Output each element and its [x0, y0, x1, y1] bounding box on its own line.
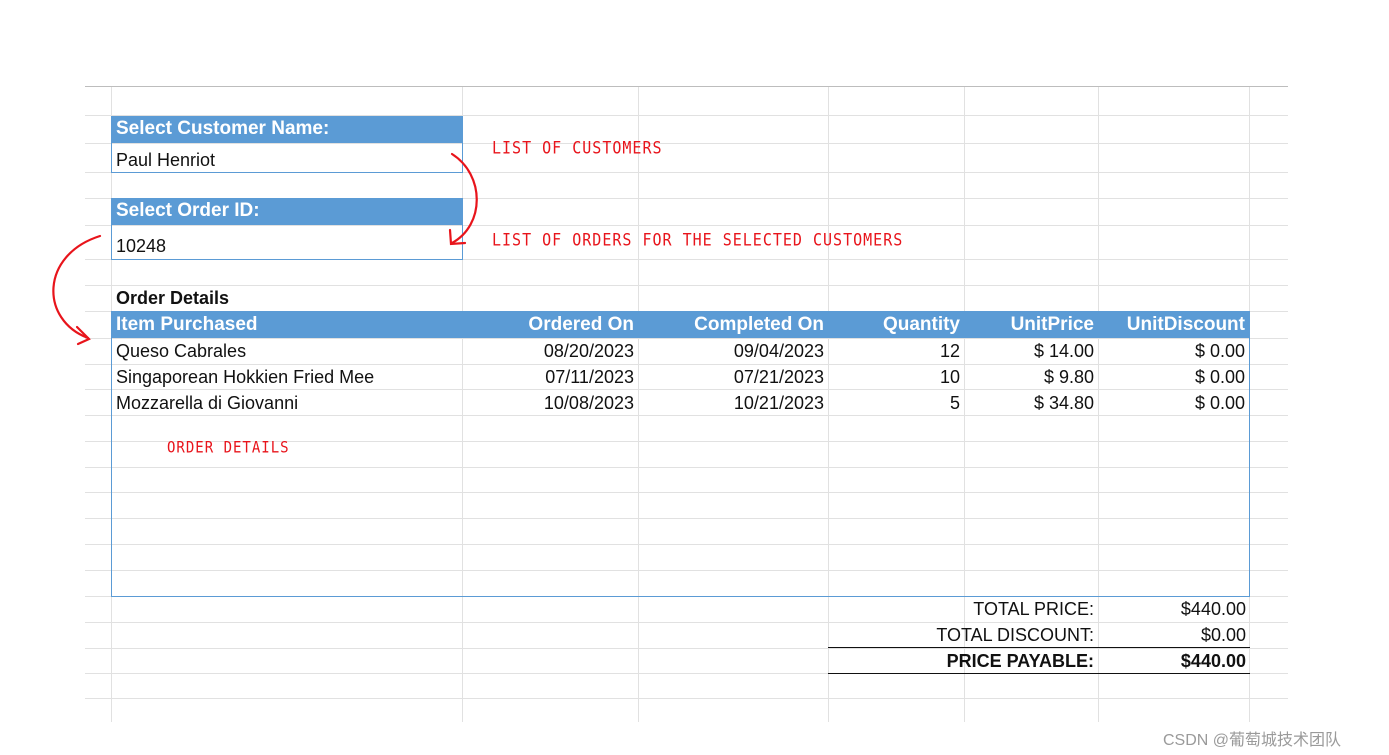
grid-row-line — [85, 172, 1288, 173]
grid-row-line — [85, 364, 1288, 365]
total-price-label: TOTAL PRICE: — [973, 599, 1094, 619]
grid-row-line — [85, 441, 1288, 442]
column-header: UnitDiscount — [1126, 314, 1245, 335]
payable-bottom-border — [828, 673, 1250, 674]
grid-row-line — [85, 115, 1288, 116]
table-cell: 5 — [949, 393, 960, 413]
table-cell: 10/21/2023 — [733, 393, 824, 413]
order-details-header — [111, 311, 1250, 338]
payable-top-border — [828, 647, 1250, 648]
table-cell: $ 0.00 — [1194, 393, 1245, 413]
table-cell: $ 0.00 — [1194, 341, 1245, 361]
curved-arrow-icon — [52, 234, 102, 340]
grid-row-line — [85, 492, 1288, 493]
grid-column-line — [1098, 86, 1099, 722]
grid-row-line — [85, 467, 1288, 468]
grid-row-line — [85, 673, 1288, 674]
customer-name-label-text: Select Customer Name: — [116, 118, 330, 139]
customer-name-box — [111, 116, 463, 173]
column-header: Ordered On — [528, 314, 634, 335]
grid-row-line — [85, 389, 1288, 390]
grid-row-line — [85, 544, 1288, 545]
customer-name-dropdown[interactable]: Paul Henriot — [116, 150, 216, 170]
price-payable-value: $440.00 — [1180, 651, 1246, 671]
column-header: Quantity — [882, 314, 960, 335]
table-cell: 08/20/2023 — [543, 341, 634, 361]
grid-row-line — [85, 518, 1288, 519]
table-cell: $ 34.80 — [1033, 393, 1094, 413]
arrowhead-icon — [75, 325, 91, 346]
grid-row-line — [85, 225, 1288, 226]
table-cell: 09/04/2023 — [733, 341, 824, 361]
annotation-details: ORDER DETAILS — [167, 438, 290, 458]
customer-name-label: Select Customer Name: — [111, 116, 463, 143]
table-cell: $ 0.00 — [1194, 367, 1245, 387]
order-id-dropdown[interactable]: 10248 — [116, 236, 167, 256]
grid-row-line — [85, 143, 1288, 144]
price-payable-label: PRICE PAYABLE: — [946, 651, 1094, 671]
table-cell: Singaporean Hokkien Fried Mee — [116, 367, 375, 387]
table-cell: Mozzarella di Giovanni — [116, 393, 299, 413]
curved-arrow-icon — [450, 152, 478, 245]
grid-top-border — [85, 86, 1288, 87]
grid-row-line — [85, 285, 1288, 286]
column-header: Completed On — [694, 314, 824, 335]
grid-row-line — [85, 259, 1288, 260]
table-cell: 07/21/2023 — [733, 367, 824, 387]
table-cell: $ 14.00 — [1033, 341, 1094, 361]
table-cell: 12 — [939, 341, 960, 361]
grid-row-line — [85, 198, 1288, 199]
table-cell: 10 — [939, 367, 960, 387]
grid-column-line — [964, 86, 965, 722]
arrowhead-icon — [448, 228, 467, 246]
grid-column-line — [638, 86, 639, 722]
order-id-label-text: Select Order ID: — [116, 200, 260, 221]
column-header: Item Purchased — [116, 314, 258, 335]
total-discount-value: $0.00 — [1200, 625, 1246, 645]
total-discount-label: TOTAL DISCOUNT: — [936, 625, 1094, 645]
grid-row-line — [85, 622, 1288, 623]
grid-row-line — [85, 338, 1288, 339]
order-details-title: Order Details — [116, 288, 230, 308]
grid-column-line — [462, 86, 463, 722]
table-cell: 10/08/2023 — [543, 393, 634, 413]
watermark: CSDN @葡萄城技术团队 — [1163, 732, 1342, 749]
order-details-table — [111, 311, 1250, 597]
table-cell: Queso Cabrales — [116, 341, 247, 361]
grid-row-line — [85, 698, 1288, 699]
total-price-value: $440.00 — [1180, 599, 1246, 619]
column-header: UnitPrice — [1010, 314, 1094, 335]
grid-row-line — [85, 570, 1288, 571]
table-cell: $ 9.80 — [1043, 367, 1094, 387]
table-cell: 07/11/2023 — [545, 367, 634, 387]
annotation-orders: LIST OF ORDERS FOR THE SELECTED CUSTOMER… — [492, 229, 904, 251]
annotation-customers: LIST OF CUSTOMERS — [492, 137, 663, 159]
grid-row-line — [85, 648, 1288, 649]
order-id-box — [111, 198, 463, 260]
grid-row-line — [85, 415, 1288, 416]
grid-column-line — [828, 86, 829, 722]
order-id-label: Select Order ID: — [111, 198, 463, 225]
